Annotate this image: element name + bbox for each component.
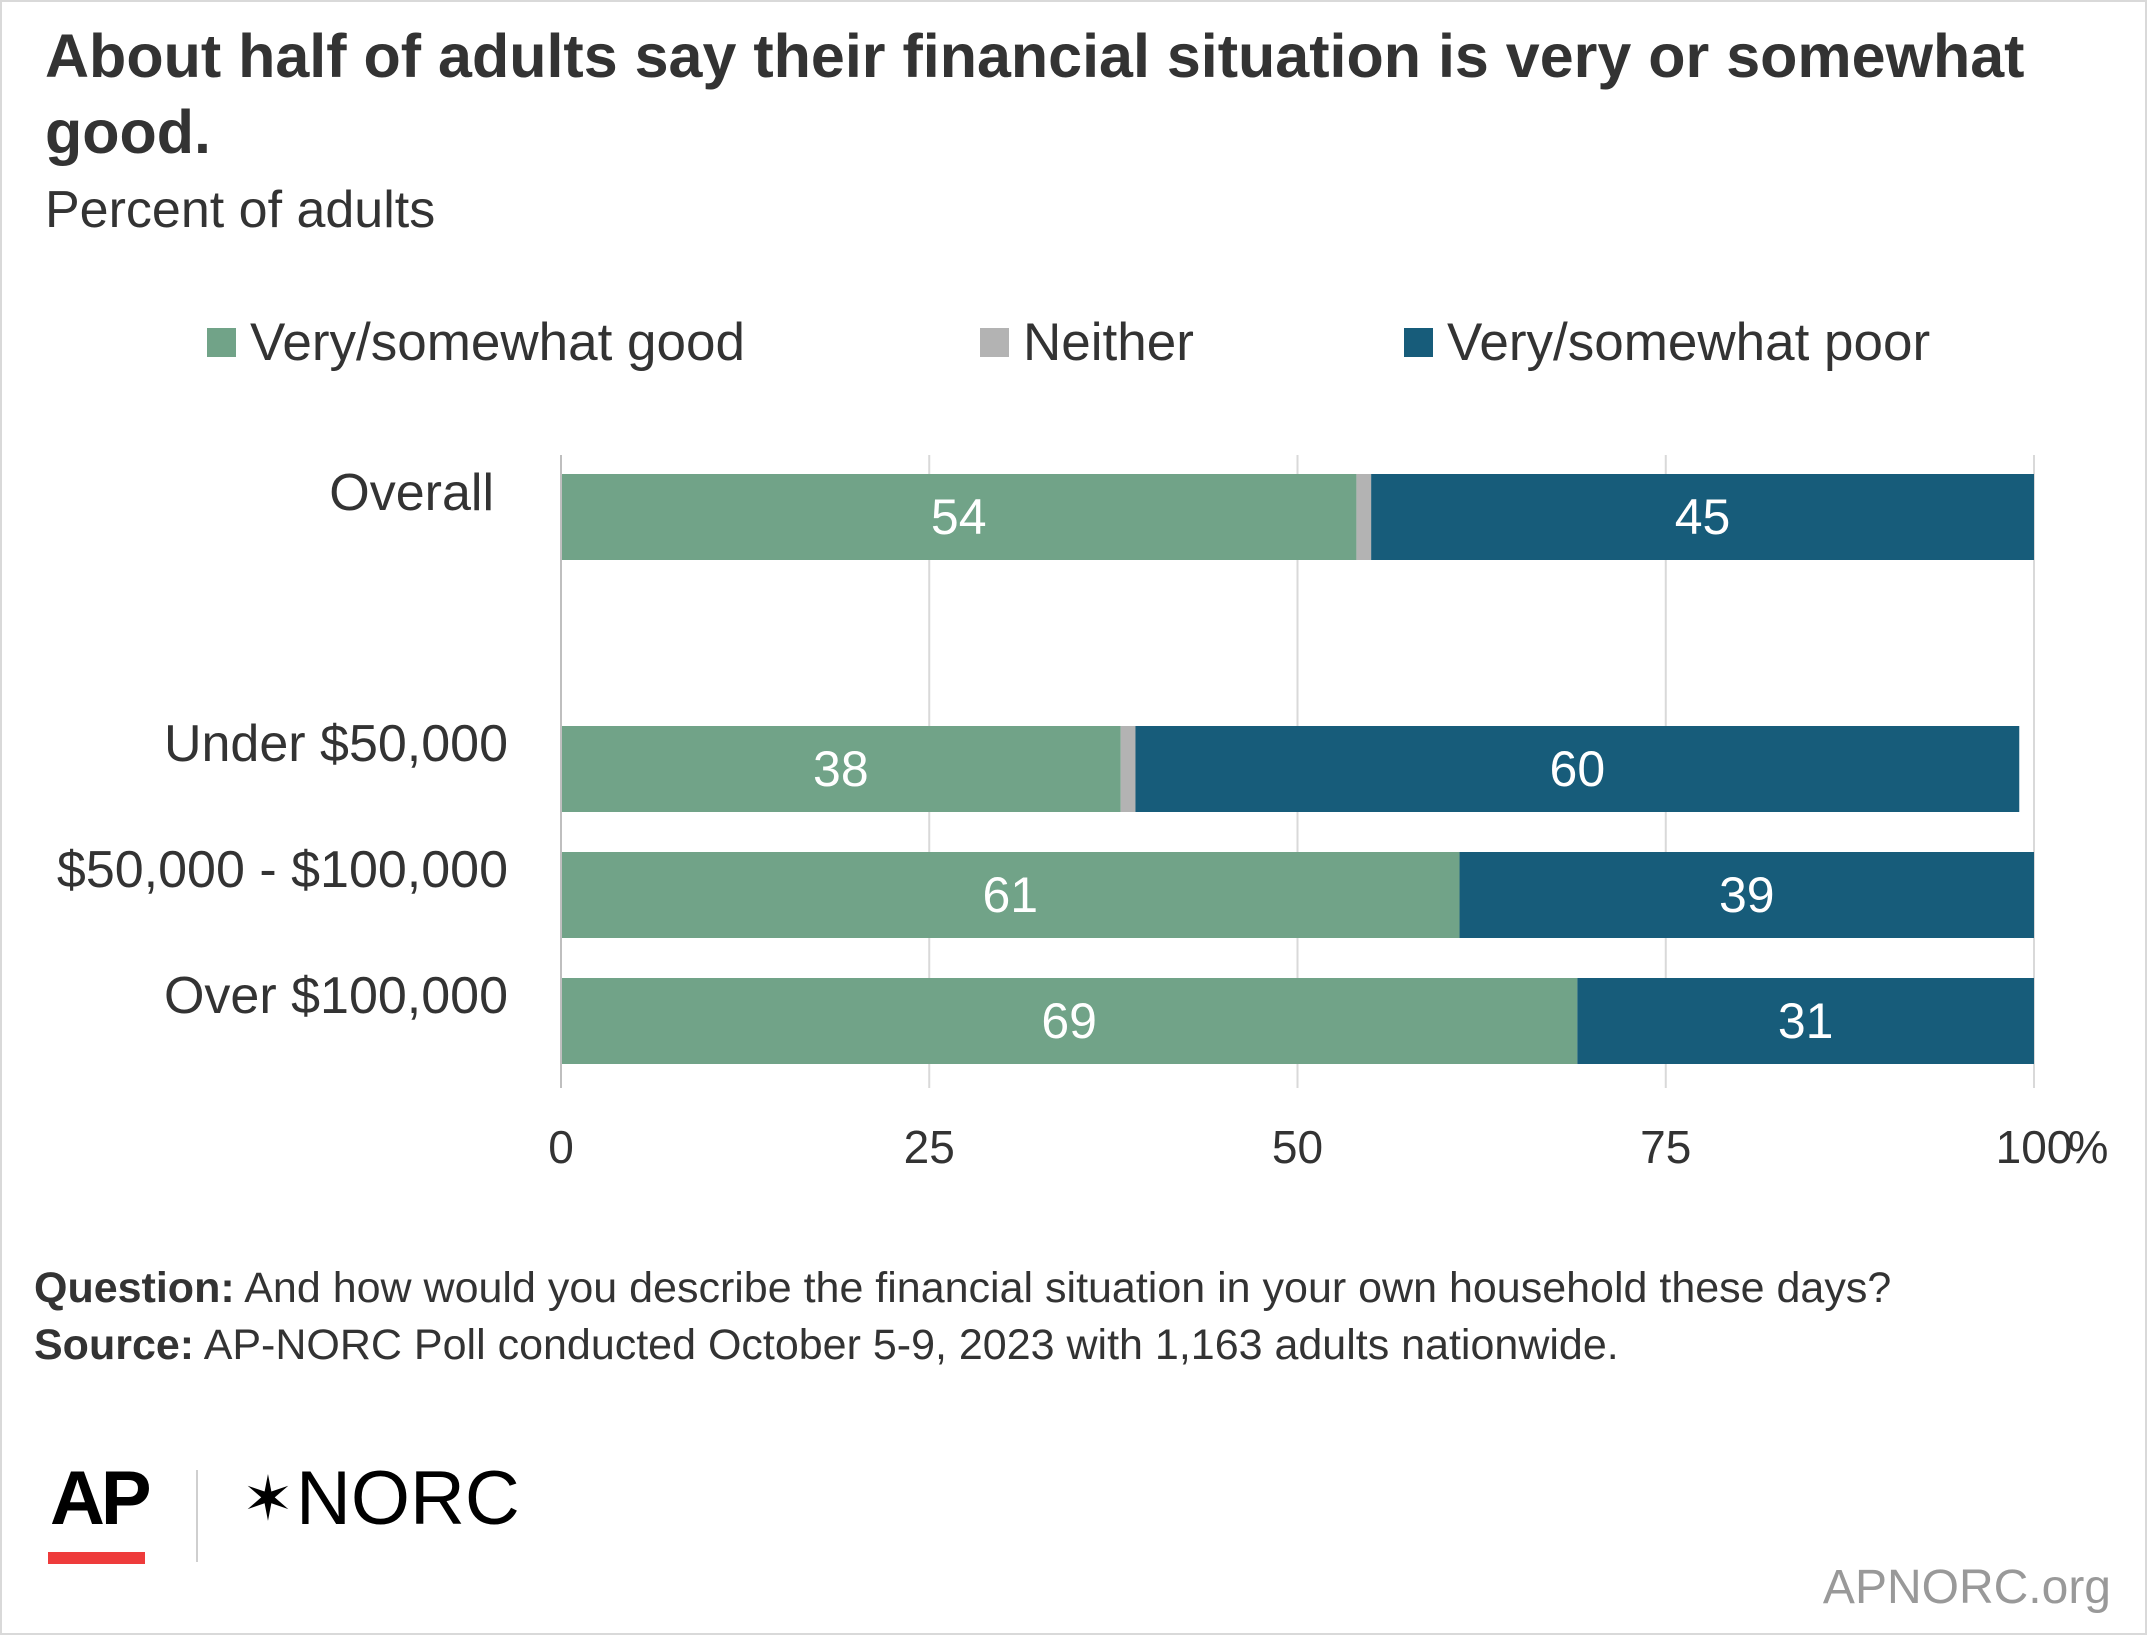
chart-subtitle: Percent of adults	[45, 181, 436, 239]
category-label: Under $50,000	[164, 715, 508, 773]
norc-logo: ✶ NORC	[242, 1455, 520, 1542]
data-label: 45	[1675, 489, 1731, 545]
bar-segment	[561, 474, 1357, 560]
legend-label-good: Very/somewhat good	[250, 313, 745, 372]
question-label: Question:	[34, 1264, 235, 1312]
category-label: Over $100,000	[164, 967, 508, 1025]
data-label: 38	[813, 741, 869, 797]
data-label: 60	[1550, 741, 1606, 797]
bar-segment	[1459, 852, 2034, 938]
data-label: 54	[931, 489, 987, 545]
question-line: Question: And how would you describe the…	[34, 1260, 1891, 1317]
source-text: AP-NORC Poll conducted October 5-9, 2023…	[203, 1321, 1619, 1369]
ap-logo-bar	[48, 1552, 145, 1564]
bar-segment	[561, 852, 1460, 938]
x-tick-label: 100	[1996, 1121, 2073, 1173]
bar-segment	[1577, 978, 2034, 1064]
data-label: 69	[1041, 993, 1097, 1049]
x-tick-label: 25	[904, 1121, 955, 1173]
legend-item-neither: Neither	[980, 312, 1194, 373]
data-label: 31	[1778, 993, 1834, 1049]
norc-logo-text: NORC	[295, 1456, 520, 1541]
website-label: APNORC.org	[1822, 1561, 2111, 1614]
legend-label-poor: Very/somewhat poor	[1447, 313, 1931, 372]
legend-item-good: Very/somewhat good	[207, 312, 745, 373]
chart-footer: Question: And how would you describe the…	[34, 1260, 1891, 1374]
bar-segment	[1120, 726, 1136, 812]
bar-segment	[561, 726, 1121, 812]
category-label: $50,000 - $100,000	[57, 841, 508, 899]
bar-segment	[1356, 474, 1372, 560]
bar-segment	[561, 978, 1578, 1064]
bar-segment	[1371, 474, 2034, 560]
legend-swatch-good	[207, 328, 236, 357]
ap-logo: AP	[50, 1456, 152, 1541]
legend: Very/somewhat good Neither Very/somewhat…	[0, 312, 2147, 382]
x-tick-label: 50	[1272, 1121, 1323, 1173]
data-label: 61	[982, 867, 1038, 923]
x-unit-label: %	[2068, 1121, 2109, 1173]
legend-swatch-poor	[1404, 328, 1433, 357]
bar-segment	[1135, 726, 2020, 812]
logo-divider	[196, 1470, 198, 1562]
source-line: Source: AP-NORC Poll conducted October 5…	[34, 1317, 1891, 1374]
source-label: Source:	[34, 1321, 195, 1369]
bar-chart: 0 25 50 75 100% Overall Under $50,000 $50,000 -…	[57, 455, 2109, 1173]
category-label: Overall	[329, 464, 494, 522]
chart-title: About half of adults say their financial…	[45, 22, 2025, 166]
norc-star-icon: ✶	[242, 1465, 294, 1534]
data-label: 39	[1719, 867, 1775, 923]
legend-label-neither: Neither	[1023, 313, 1194, 372]
x-tick-label: 75	[1640, 1121, 1691, 1173]
x-tick-label: 0	[548, 1121, 574, 1173]
legend-item-poor: Very/somewhat poor	[1404, 312, 1930, 373]
question-text: And how would you describe the financial…	[244, 1264, 1892, 1312]
legend-swatch-neither	[980, 328, 1009, 357]
